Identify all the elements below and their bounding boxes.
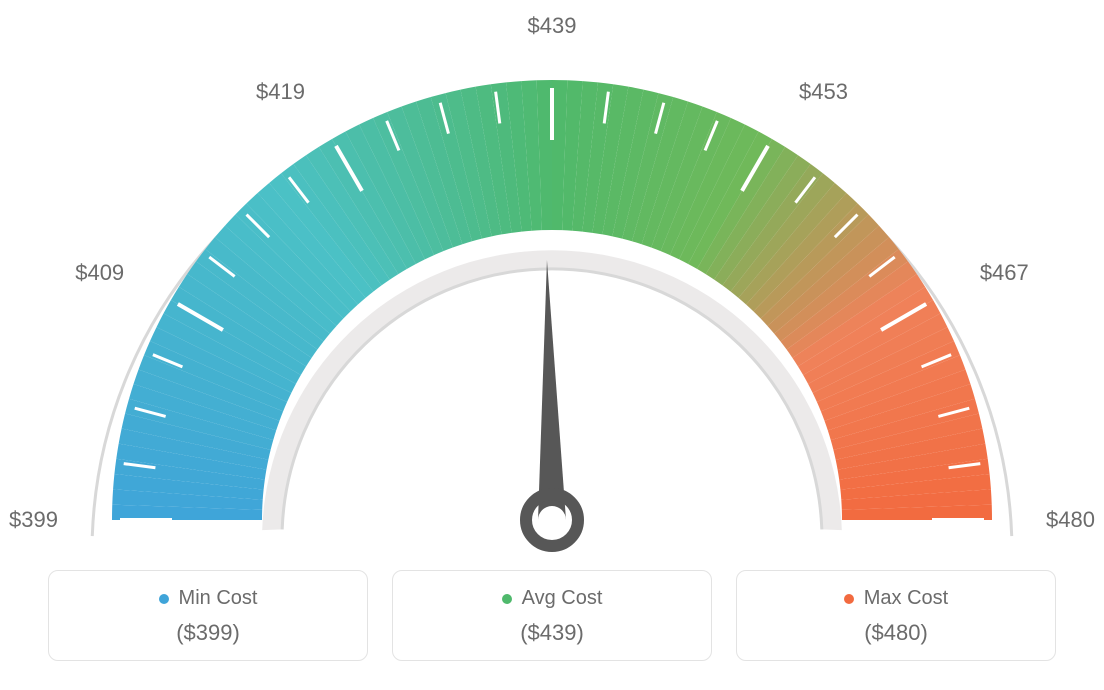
svg-text:$480: $480 (1046, 507, 1095, 532)
legend-min-top: Min Cost (159, 587, 258, 610)
legend-max-value: ($480) (747, 620, 1045, 646)
legend-card-avg: Avg Cost ($439) (392, 570, 712, 661)
svg-text:$399: $399 (9, 507, 58, 532)
legend-max-top: Max Cost (844, 587, 948, 610)
legend-card-max: Max Cost ($480) (736, 570, 1056, 661)
dot-avg (502, 594, 512, 604)
svg-text:$439: $439 (528, 13, 577, 38)
legend-min-label: Min Cost (179, 587, 258, 610)
legend-card-min: Min Cost ($399) (48, 570, 368, 661)
legend-avg-label: Avg Cost (522, 587, 603, 610)
svg-text:$419: $419 (256, 79, 305, 104)
legend-row: Min Cost ($399) Avg Cost ($439) Max Cost… (0, 560, 1104, 661)
svg-text:$453: $453 (799, 79, 848, 104)
legend-avg-value: ($439) (403, 620, 701, 646)
dot-max (844, 594, 854, 604)
svg-text:$409: $409 (75, 260, 124, 285)
legend-avg-top: Avg Cost (502, 587, 603, 610)
legend-max-label: Max Cost (864, 587, 948, 610)
gauge-svg: $399 $409 $419 $439 $453 $467 $480 (0, 0, 1104, 560)
svg-text:$467: $467 (980, 260, 1029, 285)
legend-min-value: ($399) (59, 620, 357, 646)
cost-gauge: $399 $409 $419 $439 $453 $467 $480 (0, 0, 1104, 560)
dot-min (159, 594, 169, 604)
